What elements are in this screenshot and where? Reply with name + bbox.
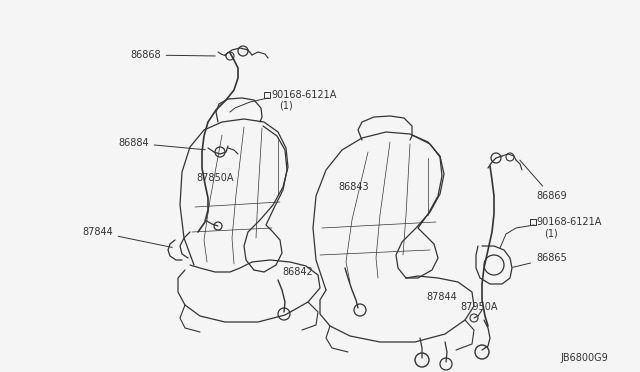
Text: (1): (1)	[544, 229, 557, 239]
Text: 90168-6121A: 90168-6121A	[271, 90, 337, 100]
Text: 86869: 86869	[520, 160, 566, 201]
Text: 86865: 86865	[513, 253, 567, 267]
Text: 87844: 87844	[82, 227, 172, 247]
Text: 86868: 86868	[130, 50, 215, 60]
Text: 87850A: 87850A	[196, 173, 234, 183]
Text: JB6800G9: JB6800G9	[560, 353, 608, 363]
Text: 87950A: 87950A	[460, 302, 497, 312]
Text: 86842: 86842	[282, 267, 313, 277]
Text: 90168-6121A: 90168-6121A	[536, 217, 602, 227]
Text: 86884: 86884	[118, 138, 205, 150]
Text: 86843: 86843	[338, 182, 369, 192]
Text: (1): (1)	[279, 101, 292, 111]
Text: 87844: 87844	[426, 292, 457, 302]
